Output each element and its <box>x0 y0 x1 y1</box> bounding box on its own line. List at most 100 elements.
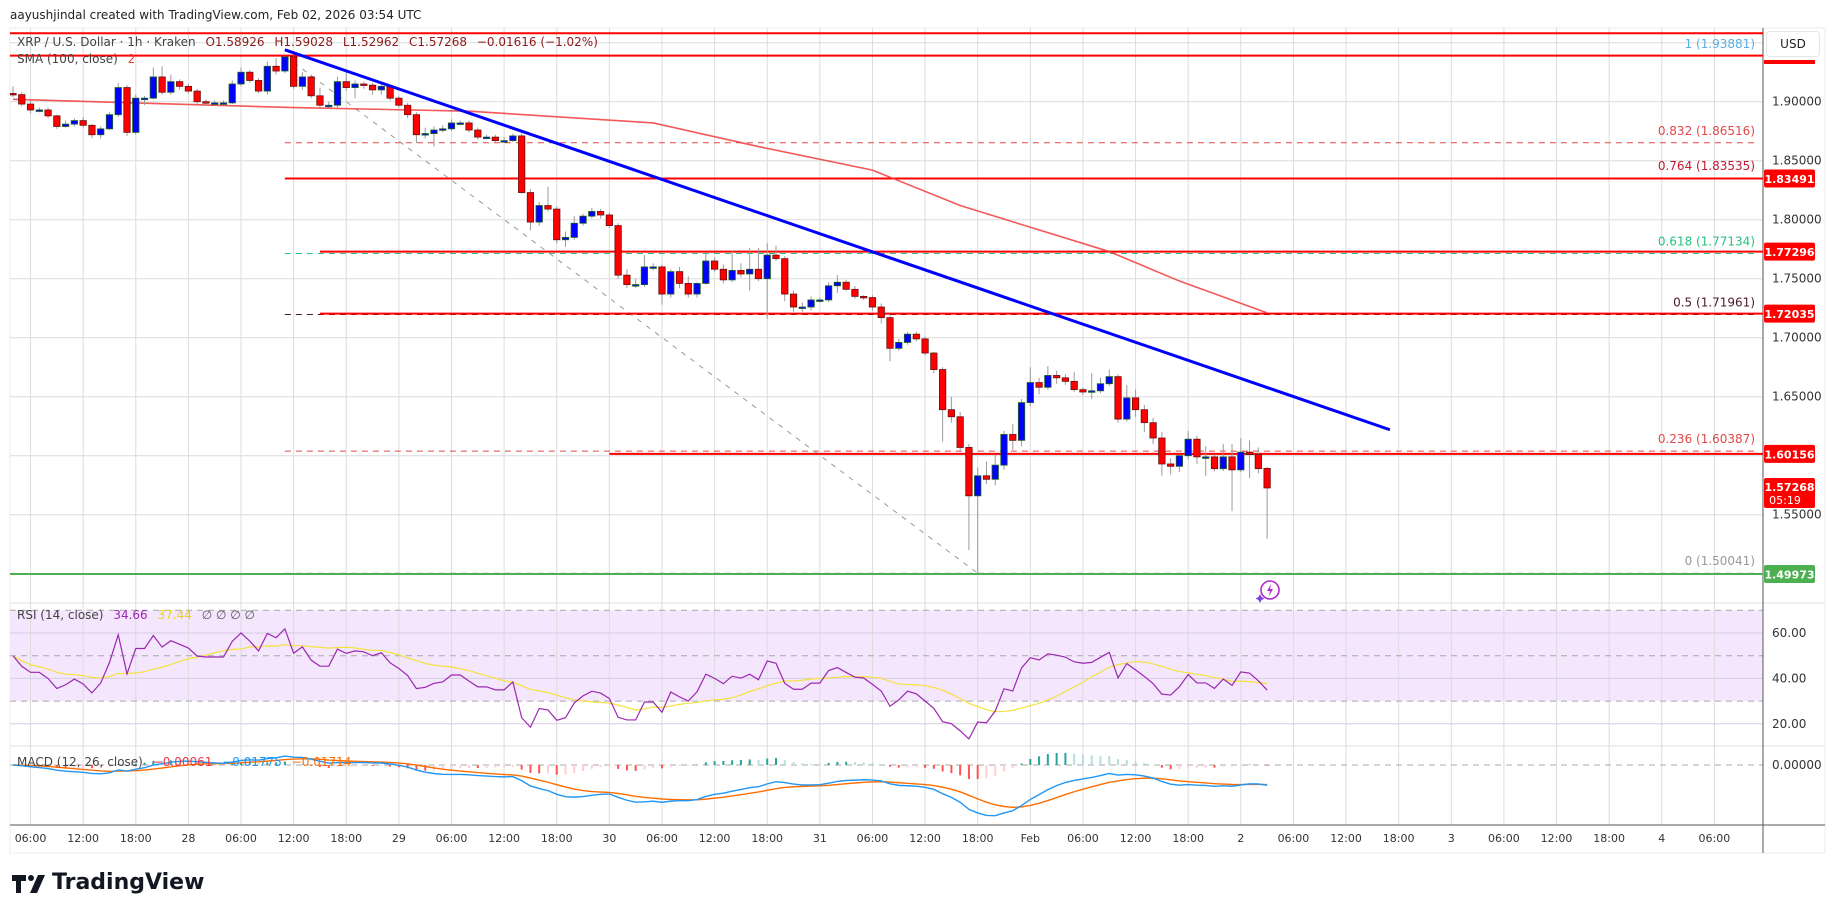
macd-histogram-bar <box>1117 759 1120 765</box>
macd-legend[interactable]: MACD (12, 26, close) −0.00061 −0.01775 −… <box>17 755 351 769</box>
candle-down <box>123 87 131 133</box>
macd-histogram-bar <box>687 765 690 766</box>
macd-histogram-bar <box>836 761 839 765</box>
lightning-alert-icon[interactable] <box>1255 580 1280 603</box>
macd-histogram-bar <box>608 765 611 767</box>
candle-up <box>421 133 429 136</box>
candle-down <box>1210 456 1219 470</box>
candle-down <box>184 85 192 92</box>
sma-100-line <box>12 98 1268 314</box>
candle-down <box>202 101 210 104</box>
sma-legend[interactable]: SMA (100, close) 2 <box>17 52 135 66</box>
fib-level-label: 0.832 (1.86516) <box>1658 124 1755 138</box>
macd-histogram-bar <box>590 765 593 769</box>
macd-histogram-bar <box>643 765 646 770</box>
candle-up <box>439 128 447 131</box>
symbol-legend[interactable]: XRP / U.S. Dollar · 1h · Kraken O1.58926… <box>17 35 598 49</box>
price-level-badge <box>1764 169 1815 188</box>
candle-down <box>947 409 955 418</box>
time-tick-label: 18:00 <box>541 832 573 845</box>
time-tick-label: 06:00 <box>1278 832 1310 845</box>
candle-up <box>1017 402 1026 441</box>
candle-up <box>693 283 701 295</box>
candle-up <box>281 56 289 72</box>
macd-histogram-bar <box>897 765 900 768</box>
time-tick-label: 06:00 <box>1699 832 1731 845</box>
candle-down <box>53 115 61 127</box>
candle-up <box>1237 451 1245 471</box>
candle-down <box>254 80 263 92</box>
price-level-badge <box>1764 304 1815 323</box>
candle-down <box>684 283 692 295</box>
candle-down <box>1140 409 1148 424</box>
macd-histogram-bar <box>599 765 602 768</box>
macd-histogram-bar <box>985 765 988 779</box>
macd-histogram-bar <box>1003 765 1006 772</box>
macd-histogram-bar <box>82 765 85 768</box>
candle-up <box>702 260 710 284</box>
candle-down <box>553 208 561 241</box>
time-tick-label: 06:00 <box>15 832 47 845</box>
macd-histogram-bar <box>818 763 821 765</box>
macd-histogram-bar <box>1231 765 1234 767</box>
tradingview-logo[interactable]: TradingView <box>12 870 204 895</box>
candle-down <box>1149 422 1157 439</box>
candle-up <box>105 114 114 130</box>
macd-histogram-bar <box>669 765 672 767</box>
candle-down <box>176 81 184 87</box>
candle-down <box>921 338 929 354</box>
time-tick-label: 06:00 <box>857 832 889 845</box>
price-level-badge-label: 1.77296 <box>1764 246 1814 259</box>
candle-up <box>1026 382 1034 404</box>
candle-down <box>754 268 763 280</box>
close-value: C1.57268 <box>409 35 468 49</box>
candle-up <box>97 128 105 136</box>
candle-up <box>509 135 517 142</box>
macd-histogram-bar <box>853 762 856 765</box>
candle-up <box>1000 434 1008 466</box>
candle-up <box>70 120 78 125</box>
macd-histogram-bar <box>941 765 944 772</box>
rsi-label: RSI (14, close) <box>17 608 104 622</box>
time-tick-label: 18:00 <box>751 832 783 845</box>
candle-down <box>1228 456 1236 471</box>
macd-histogram-bar <box>1046 754 1049 765</box>
candle-countdown-label: 05:19 <box>1769 494 1801 507</box>
macd-histogram-bar <box>801 763 804 765</box>
candle-up <box>447 122 456 130</box>
rsi-legend[interactable]: RSI (14, close) 34.66 37.44 ∅ ∅ ∅ ∅ <box>17 608 255 622</box>
rsi-extra: ∅ ∅ ∅ ∅ <box>201 608 255 622</box>
rsi-value: 34.66 <box>113 608 148 622</box>
candle-up <box>114 87 122 116</box>
time-tick-label: 06:00 <box>225 832 257 845</box>
candle-up <box>588 211 596 217</box>
macd-histogram-bar <box>511 765 514 767</box>
macd-label: MACD (12, 26, close) <box>17 755 143 769</box>
candle-down <box>675 271 684 284</box>
macd-histogram-bar <box>64 765 67 769</box>
macd-histogram-bar <box>476 765 479 769</box>
candle-down <box>1079 389 1087 393</box>
grid <box>10 28 1763 825</box>
macd-histogram-bar <box>1029 758 1032 765</box>
candle-down <box>491 136 499 142</box>
time-tick-label: Feb <box>1021 832 1040 845</box>
price-level-badge-label: 1.83491 <box>1764 173 1814 186</box>
candle-up <box>237 71 245 85</box>
macd-histogram-bar <box>713 761 716 765</box>
time-tick-label: 12:00 <box>909 832 941 845</box>
macd-histogram-bar <box>617 765 620 769</box>
candle-down <box>316 95 324 106</box>
candle-up <box>632 284 640 287</box>
candle-down <box>614 225 622 276</box>
currency-button[interactable]: USD <box>1766 31 1820 57</box>
macd-histogram-bar <box>1064 752 1067 765</box>
macd-histogram-bar <box>178 760 181 765</box>
candle-up <box>149 76 157 99</box>
macd-histogram-bar <box>774 758 777 765</box>
open-value: O1.58926 <box>205 35 265 49</box>
candle-up <box>351 83 359 88</box>
price-pane <box>10 32 1763 576</box>
candle-up <box>1202 456 1210 459</box>
